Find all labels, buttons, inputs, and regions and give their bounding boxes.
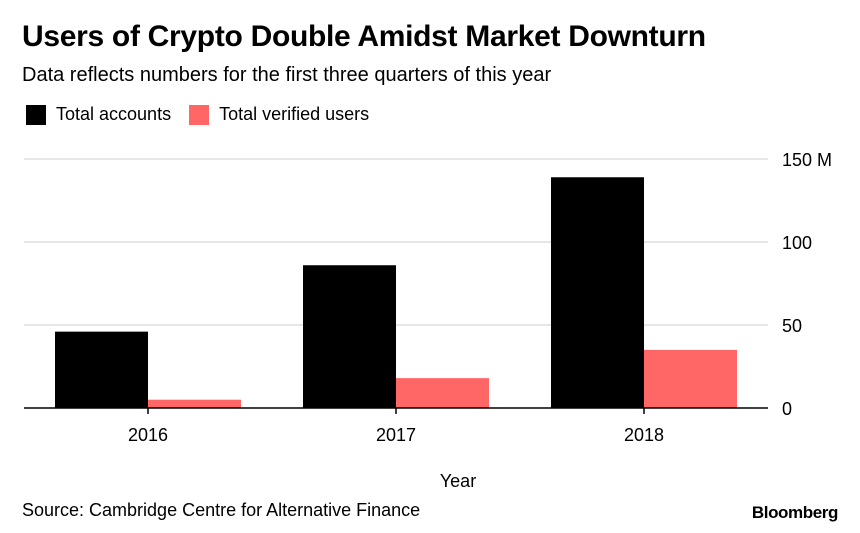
y-tick-label-150: 150 M — [782, 150, 832, 170]
bar-total-accounts-2016 — [55, 331, 148, 408]
x-tick-label-2016: 2016 — [128, 425, 168, 445]
bar-total-accounts-2018 — [551, 177, 644, 408]
y-tick-label-50: 50 — [782, 316, 802, 336]
chart-subtitle: Data reflects numbers for the first thre… — [22, 64, 552, 86]
legend-item-total-accounts: Total accounts — [26, 104, 171, 125]
x-tick-label-2018: 2018 — [624, 425, 664, 445]
legend-swatch-total-accounts — [26, 104, 46, 125]
source-note: Source: Cambridge Centre for Alternative… — [22, 500, 421, 520]
chart-legend: Total accounts Total verified users — [26, 104, 387, 125]
chart-title: Users of Crypto Double Amidst Market Dow… — [22, 20, 706, 53]
x-axis-title: Year — [440, 471, 476, 491]
bar-total-verified-users-2016 — [148, 399, 241, 408]
legend-item-total-verified-users: Total verified users — [189, 104, 369, 125]
legend-swatch-total-verified-users — [189, 104, 210, 125]
bar-total-verified-users-2018 — [644, 349, 737, 408]
x-tick-label-2017: 2017 — [376, 425, 416, 445]
bar-total-verified-users-2017 — [396, 378, 489, 408]
y-tick-label-100: 100 — [782, 233, 812, 253]
legend-label-total-verified-users: Total verified users — [219, 104, 370, 124]
legend-label-total-accounts: Total accounts — [56, 104, 172, 124]
y-tick-label-0: 0 — [782, 399, 792, 419]
bloomberg-logo: Bloomberg — [751, 503, 839, 522]
bar-total-accounts-2017 — [303, 265, 396, 408]
